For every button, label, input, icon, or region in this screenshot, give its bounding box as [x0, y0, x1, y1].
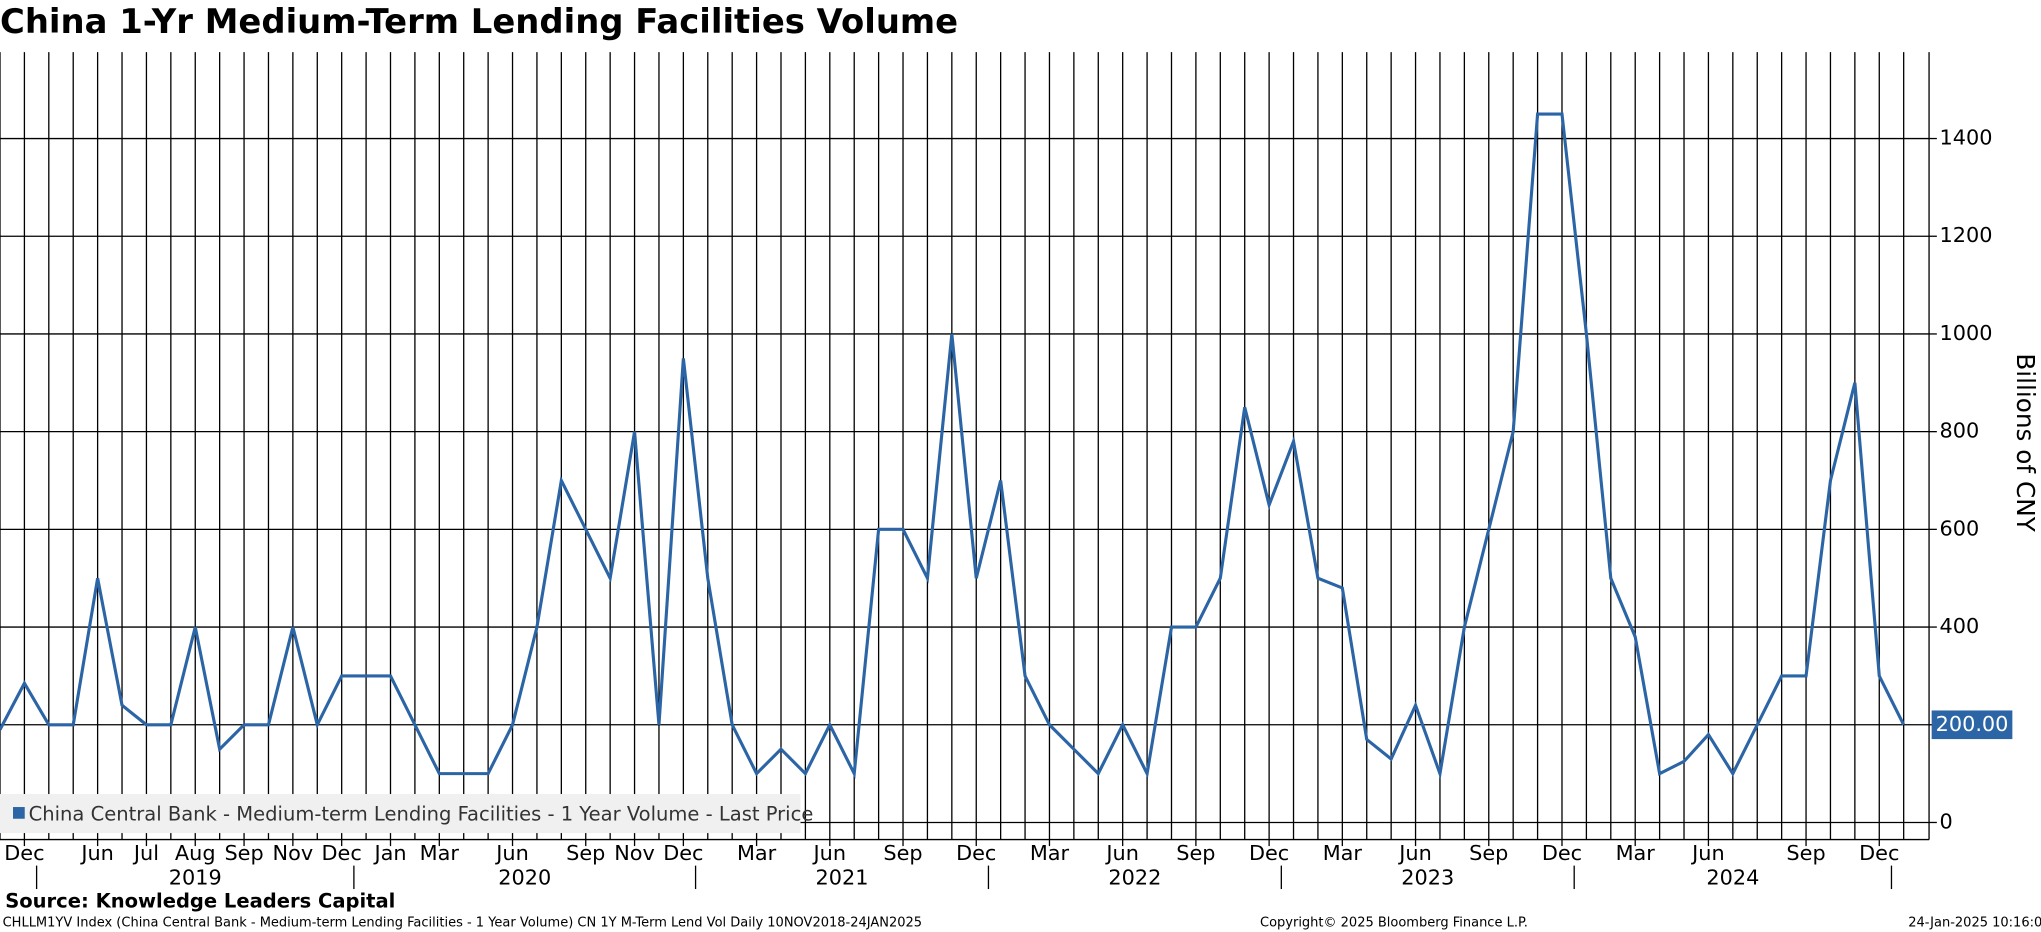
y-tick-label: 600: [1939, 516, 1979, 540]
x-tick-label: Jun: [1690, 841, 1725, 865]
x-tick-label: Jun: [79, 841, 114, 865]
y-tick-label: 1000: [1939, 321, 1992, 345]
year-label: 2021: [816, 866, 869, 890]
y-tick-label: 0: [1939, 809, 1952, 833]
y-tick-label: 400: [1939, 614, 1979, 638]
year-label: 2023: [1401, 866, 1454, 890]
year-label: 2019: [169, 866, 222, 890]
x-tick-label: Jun: [1104, 841, 1139, 865]
last-value-label: 200.00: [1936, 712, 2009, 736]
x-tick-label: Mar: [1616, 841, 1656, 865]
x-tick-label: Jun: [812, 841, 847, 865]
x-tick-label: Sep: [1786, 841, 1825, 865]
plot-layer: [0, 112, 1906, 780]
x-tick-label: Mar: [1030, 841, 1070, 865]
x-tick-label: Sep: [883, 841, 922, 865]
y-axis-label: Billions of CNY: [2011, 353, 2040, 532]
grid-layer: [0, 52, 1930, 840]
last-value-box: [1931, 710, 2013, 740]
legend-label: China Central Bank - Medium-term Lending…: [29, 802, 814, 825]
x-tick-label: Dec: [1859, 841, 1899, 865]
x-tick-label: Jun: [1397, 841, 1432, 865]
x-tick-label: Dec: [956, 841, 996, 865]
x-tick-label: Sep: [224, 841, 263, 865]
x-tick-label: Dec: [322, 841, 362, 865]
footer-right: 24-Jan-2025 10:16:05: [1908, 915, 2041, 930]
x-tick-label: Mar: [1323, 841, 1363, 865]
legend-swatch: [13, 807, 25, 819]
x-tick-label: Sep: [1176, 841, 1215, 865]
x-tick-label: Jul: [132, 841, 159, 865]
year-label: 2022: [1108, 866, 1161, 890]
x-tick-label: Aug: [175, 841, 216, 865]
x-tick-label: Nov: [273, 841, 314, 865]
x-tick-label: Dec: [1249, 841, 1289, 865]
x-tick-label: Mar: [737, 841, 777, 865]
y-tick-label: 1400: [1939, 126, 1992, 150]
year-label: 2020: [498, 866, 551, 890]
x-tick-label: Dec: [4, 841, 44, 865]
x-tick-label: Sep: [566, 841, 605, 865]
x-tick-label: Jun: [494, 841, 529, 865]
x-tick-label: Jan: [372, 841, 406, 865]
y-tick-label: 1200: [1939, 223, 1992, 247]
footer-left: CHLLM1YV Index (China Central Bank - Med…: [3, 915, 922, 930]
source: Source: Knowledge Leaders Capital: [5, 890, 395, 913]
x-tick-label: Mar: [420, 841, 460, 865]
data-line: [0, 112, 1906, 780]
x-tick-label: Dec: [663, 841, 703, 865]
legend-box: [0, 794, 801, 834]
x-tick-label: Nov: [614, 841, 655, 865]
footer-center: Copyright© 2025 Bloomberg Finance L.P.: [1260, 915, 1528, 930]
y-tick-label: 800: [1939, 419, 1979, 443]
year-label: 2024: [1706, 866, 1759, 890]
x-tick-label: Dec: [1542, 841, 1582, 865]
x-tick-label: Sep: [1469, 841, 1508, 865]
chart-title: China 1-Yr Medium-Term Lending Facilitie…: [0, 2, 958, 41]
